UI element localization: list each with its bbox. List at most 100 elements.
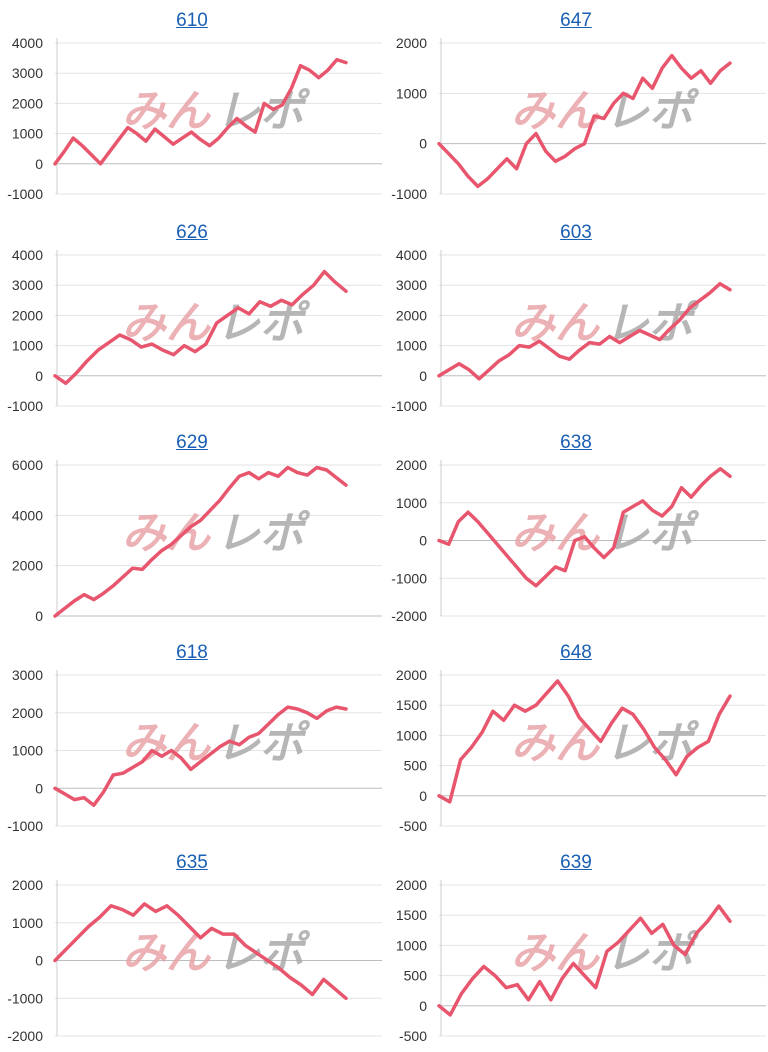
watermark-part2: レポ [216, 298, 311, 349]
watermark-part1: みん [511, 928, 601, 979]
chart-panel-638: 2000 1000 0 -1000 -2000 みん レポ 638 [384, 422, 768, 632]
y-tick-label: 0 [419, 998, 427, 1014]
chart-panel-603: 4000 3000 2000 1000 0 -1000 みん レポ 603 [384, 212, 768, 422]
line-chart-647: 2000 1000 0 -1000 みん レポ [391, 35, 766, 202]
y-tick-label: 4000 [12, 35, 43, 51]
y-tick-label: 1000 [396, 495, 427, 511]
y-tick-label: 1000 [396, 727, 427, 743]
y-tick-label: 1000 [396, 85, 427, 101]
watermark-part2: レポ [216, 508, 311, 559]
chart-panel-610: 4000 3000 2000 1000 0 -1000 みん レポ 610 [0, 0, 384, 210]
y-tick-label: 1500 [396, 907, 427, 923]
watermark-part1: みん [122, 298, 212, 349]
y-tick-label: 1000 [396, 937, 427, 953]
watermark-logo: みん レポ [511, 86, 700, 137]
chart-panel-629: 6000 4000 2000 0 みん レポ 629 [0, 422, 384, 632]
chart-title-link[interactable]: 626 [176, 222, 208, 243]
y-tick-label: 0 [35, 156, 43, 172]
y-tick-label: 2000 [396, 457, 427, 473]
y-tick-label: 3000 [12, 65, 43, 81]
y-tick-label: 0 [35, 780, 43, 796]
line-chart-648: 2000 1500 1000 500 0 -500 みん レポ [396, 667, 766, 834]
y-tick-label: 3000 [12, 667, 43, 683]
y-tick-label: -1000 [391, 570, 427, 586]
chart-title-link[interactable]: 603 [560, 222, 592, 243]
watermark-part1: みん [511, 298, 601, 349]
chart-title-link[interactable]: 639 [560, 852, 592, 873]
chart-title-link[interactable]: 618 [176, 642, 208, 663]
y-tick-label: 2000 [396, 667, 427, 683]
y-tick-label: 1000 [12, 743, 43, 759]
watermark-part1: みん [122, 508, 212, 559]
y-tick-label: 1500 [396, 697, 427, 713]
y-tick-label: 0 [35, 368, 43, 384]
series-line [53, 465, 348, 618]
series-line [437, 904, 732, 1017]
line-chart-638: 2000 1000 0 -1000 -2000 みん レポ [391, 457, 766, 624]
line-chart-610: 4000 3000 2000 1000 0 -1000 みん レポ [7, 35, 382, 202]
watermark-part1: みん [511, 508, 601, 559]
watermark-part1: みん [122, 718, 212, 769]
y-tick-label: -1000 [7, 186, 43, 202]
y-tick-label: 1000 [396, 338, 427, 354]
chart-title-link[interactable]: 638 [560, 432, 592, 453]
watermark-logo: みん レポ [122, 508, 311, 559]
watermark-logo: みん レポ [511, 928, 700, 979]
y-tick-label: 2000 [12, 558, 43, 574]
y-tick-label: -2000 [7, 1028, 43, 1044]
chart-panel-626: 4000 3000 2000 1000 0 -1000 みん レポ 626 [0, 212, 384, 422]
y-tick-label: 0 [35, 953, 43, 969]
y-tick-label: 1000 [12, 338, 43, 354]
chart-title-link[interactable]: 647 [560, 10, 592, 31]
y-tick-label: 6000 [12, 457, 43, 473]
watermark-part2: レポ [605, 86, 700, 137]
chart-panel-618: 3000 2000 1000 0 -1000 みん レポ 618 [0, 632, 384, 842]
y-tick-label: 4000 [396, 247, 427, 263]
y-tick-label: 2000 [12, 705, 43, 721]
chart-panel-647: 2000 1000 0 -1000 みん レポ 647 [384, 0, 768, 210]
y-tick-label: 3000 [12, 277, 43, 293]
line-chart-618: 3000 2000 1000 0 -1000 みん レポ [7, 667, 382, 834]
chart-panel-648: 2000 1500 1000 500 0 -500 みん レポ 648 [384, 632, 768, 842]
y-tick-label: -1000 [391, 186, 427, 202]
y-tick-label: 2000 [396, 877, 427, 893]
line-chart-626: 4000 3000 2000 1000 0 -1000 みん レポ [7, 247, 382, 414]
chart-title-link[interactable]: 648 [560, 642, 592, 663]
series-line [437, 467, 732, 588]
y-tick-label: 2000 [12, 877, 43, 893]
y-tick-label: 2000 [12, 95, 43, 111]
watermark-part1: みん [122, 86, 212, 137]
series-line [53, 902, 348, 1001]
watermark-part2: レポ [216, 86, 311, 137]
chart-panel-639: 2000 1500 1000 500 0 -500 みん レポ 639 [384, 842, 768, 1052]
series-line [53, 705, 348, 807]
watermark-part1: みん [511, 86, 601, 137]
chart-panel-635: 2000 1000 0 -1000 -2000 みん レポ 635 [0, 842, 384, 1052]
y-tick-label: -1000 [391, 398, 427, 414]
y-tick-label: 500 [404, 968, 428, 984]
y-tick-label: -2000 [391, 608, 427, 624]
y-tick-label: -1000 [7, 398, 43, 414]
watermark-part2: レポ [216, 928, 311, 979]
y-tick-label: 0 [419, 136, 427, 152]
chart-title-link[interactable]: 629 [176, 432, 208, 453]
watermark-logo: みん レポ [122, 298, 311, 349]
y-tick-label: -500 [399, 1028, 427, 1044]
y-tick-label: 3000 [396, 277, 427, 293]
chart-title-link[interactable]: 610 [176, 10, 208, 31]
series-line [437, 679, 732, 804]
watermark-logo: みん レポ [511, 718, 700, 769]
chart-title-link[interactable]: 635 [176, 852, 208, 873]
series-line [53, 269, 348, 386]
watermark-part2: レポ [216, 718, 311, 769]
y-tick-label: 4000 [12, 507, 43, 523]
line-chart-639: 2000 1500 1000 500 0 -500 みん レポ [396, 877, 766, 1044]
series-line [53, 57, 348, 166]
watermark-logo: みん レポ [122, 718, 311, 769]
y-tick-label: 4000 [12, 247, 43, 263]
y-tick-label: 2000 [12, 307, 43, 323]
y-tick-label: 0 [419, 533, 427, 549]
y-tick-label: -1000 [7, 818, 43, 834]
